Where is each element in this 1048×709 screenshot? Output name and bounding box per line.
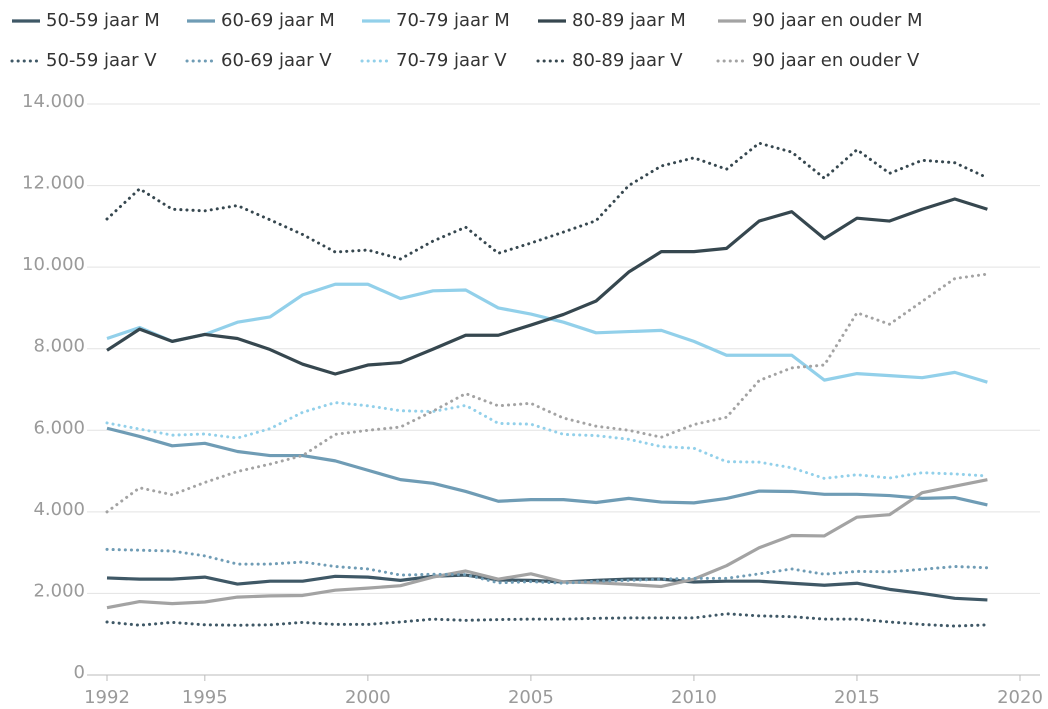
y-tick-label: 6.000 [33,417,85,438]
y-tick-label: 12.000 [22,173,85,194]
y-tick-label: 0 [74,662,85,683]
x-tick-label: 2005 [508,687,554,708]
x-tick-label: 1995 [182,687,228,708]
y-tick-label: 4.000 [33,499,85,520]
series-line [105,547,989,585]
x-tick-label: 2020 [997,687,1043,708]
series-line [105,272,989,514]
series-line [106,573,988,602]
legend-label: 60-69 jaar V [221,50,332,71]
legend-label: 70-79 jaar V [396,50,507,71]
legend-label: 90 jaar en ouder M [752,10,923,31]
y-tick-label: 8.000 [33,336,85,357]
legend-label: 60-69 jaar M [221,10,335,31]
series-line [105,141,989,261]
legend-label: 80-89 jaar V [572,50,683,71]
series-line [106,426,988,507]
legend-label: 80-89 jaar M [572,10,686,31]
series-line [106,282,988,384]
series-line [106,197,988,376]
legend-label: 50-59 jaar M [46,10,160,31]
x-tick-label: 2015 [834,687,880,708]
x-tick-label: 1992 [84,687,130,708]
legend-label: 90 jaar en ouder V [752,50,920,71]
series-line [105,401,989,480]
series-line [105,612,989,628]
y-tick-label: 14.000 [22,91,85,112]
legend-label: 70-79 jaar M [396,10,510,31]
x-tick-label: 2000 [345,687,391,708]
y-tick-label: 2.000 [33,580,85,601]
legend-label: 50-59 jaar V [46,50,157,71]
series-line [106,478,988,610]
x-tick-label: 2010 [671,687,717,708]
y-tick-label: 10.000 [22,254,85,275]
